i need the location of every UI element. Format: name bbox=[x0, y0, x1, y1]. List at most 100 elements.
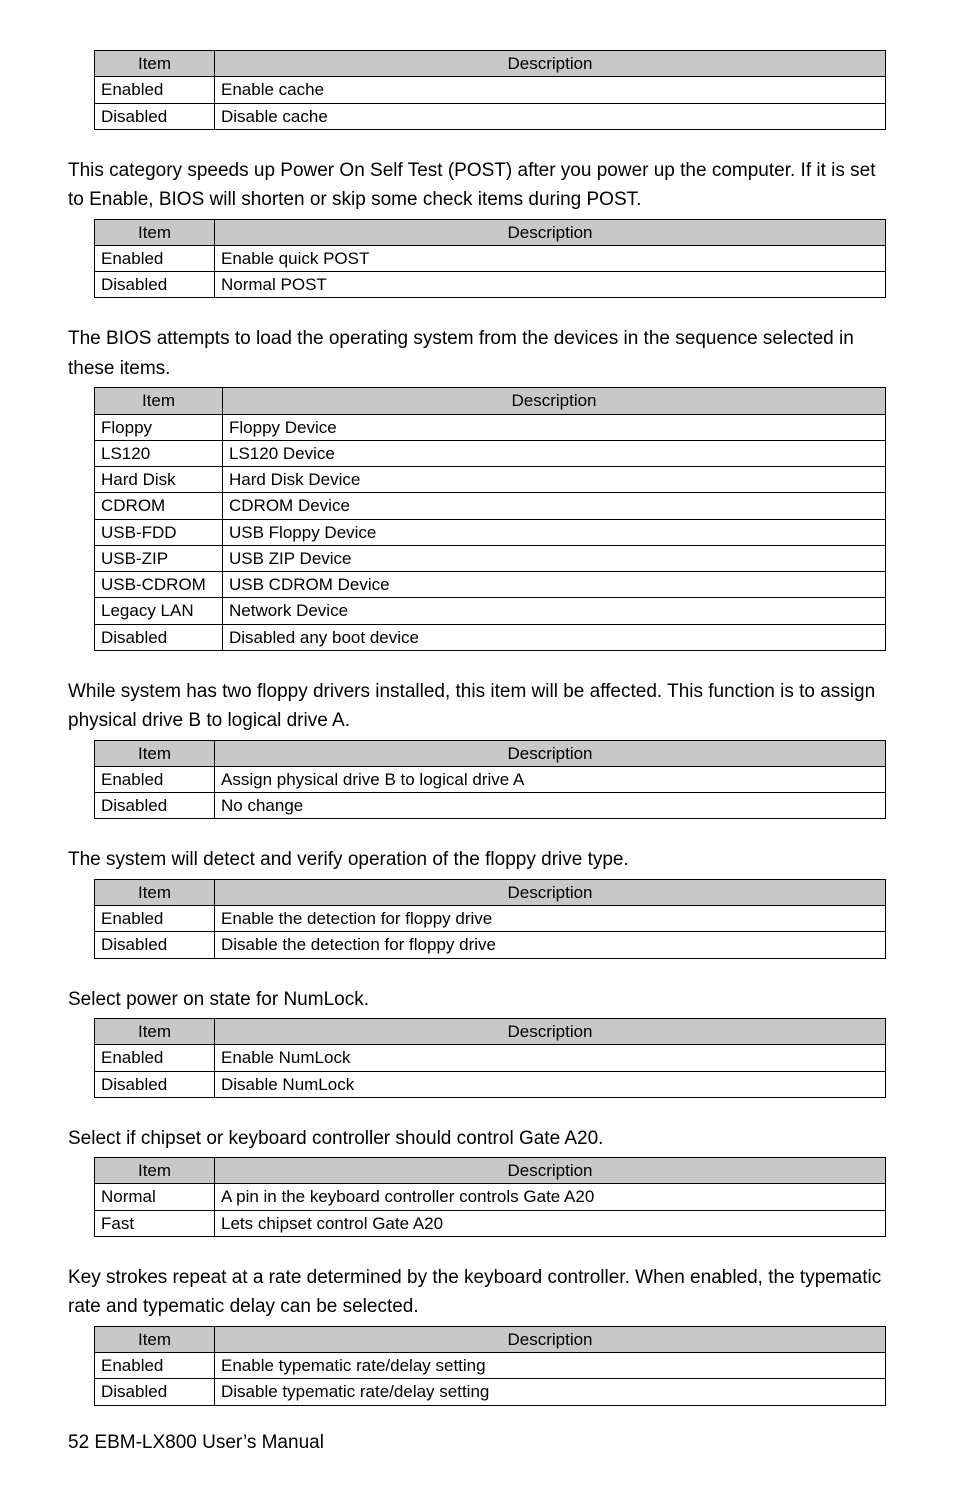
cell-description: Normal POST bbox=[215, 272, 886, 298]
table-wrap: ItemDescriptionFloppyFloppy DeviceLS120L… bbox=[68, 387, 886, 651]
cell-item: USB-CDROM bbox=[95, 572, 223, 598]
col-header-item: Item bbox=[95, 1019, 215, 1045]
settings-table: ItemDescriptionEnabledEnable quick POSTD… bbox=[94, 219, 886, 299]
section-intro: This category speeds up Power On Self Te… bbox=[68, 156, 886, 215]
cell-description: Disable cache bbox=[215, 103, 886, 129]
cell-description: Floppy Device bbox=[223, 414, 886, 440]
cell-item: Enabled bbox=[95, 245, 215, 271]
cell-item: LS120 bbox=[95, 440, 223, 466]
table-row: EnabledEnable typematic rate/delay setti… bbox=[95, 1353, 886, 1379]
cell-description: Lets chipset control Gate A20 bbox=[215, 1210, 886, 1236]
table-row: EnabledAssign physical drive B to logica… bbox=[95, 766, 886, 792]
col-header-description: Description bbox=[215, 51, 886, 77]
cell-item: CDROM bbox=[95, 493, 223, 519]
cell-description: No change bbox=[215, 793, 886, 819]
cell-item: Disabled bbox=[95, 932, 215, 958]
col-header-item: Item bbox=[95, 219, 215, 245]
settings-table: ItemDescriptionEnabledEnable typematic r… bbox=[94, 1326, 886, 1406]
cell-item: Disabled bbox=[95, 272, 215, 298]
cell-item: Fast bbox=[95, 1210, 215, 1236]
cell-description: Hard Disk Device bbox=[223, 467, 886, 493]
cell-item: Legacy LAN bbox=[95, 598, 223, 624]
cell-description: Enable the detection for floppy drive bbox=[215, 906, 886, 932]
section-intro: Select power on state for NumLock. bbox=[68, 985, 886, 1014]
section-intro: Key strokes repeat at a rate determined … bbox=[68, 1263, 886, 1322]
table-row: EnabledEnable cache bbox=[95, 77, 886, 103]
cell-description: USB CDROM Device bbox=[223, 572, 886, 598]
cell-description: Assign physical drive B to logical drive… bbox=[215, 766, 886, 792]
settings-table: ItemDescriptionFloppyFloppy DeviceLS120L… bbox=[94, 387, 886, 651]
col-header-item: Item bbox=[95, 740, 215, 766]
cell-description: CDROM Device bbox=[223, 493, 886, 519]
cell-item: Disabled bbox=[95, 624, 223, 650]
cell-description: Disable the detection for floppy drive bbox=[215, 932, 886, 958]
col-header-description: Description bbox=[215, 879, 886, 905]
table-row: EnabledEnable quick POST bbox=[95, 245, 886, 271]
cell-description: Disabled any boot device bbox=[223, 624, 886, 650]
cell-description: USB Floppy Device bbox=[223, 519, 886, 545]
col-header-description: Description bbox=[215, 219, 886, 245]
cell-description: A pin in the keyboard controller control… bbox=[215, 1184, 886, 1210]
table-row: Hard DiskHard Disk Device bbox=[95, 467, 886, 493]
cell-item: Enabled bbox=[95, 1353, 215, 1379]
table-row: DisabledNo change bbox=[95, 793, 886, 819]
table-row: LS120LS120 Device bbox=[95, 440, 886, 466]
table-row: DisabledDisable typematic rate/delay set… bbox=[95, 1379, 886, 1405]
settings-table: ItemDescriptionEnabledAssign physical dr… bbox=[94, 740, 886, 820]
settings-table: ItemDescriptionEnabledEnable NumLockDisa… bbox=[94, 1018, 886, 1098]
cell-item: USB-ZIP bbox=[95, 545, 223, 571]
table-row: NormalA pin in the keyboard controller c… bbox=[95, 1184, 886, 1210]
cell-item: Enabled bbox=[95, 906, 215, 932]
col-header-item: Item bbox=[95, 388, 223, 414]
page-footer: 52 EBM-LX800 User’s Manual bbox=[68, 1432, 886, 1454]
section-intro: While system has two floppy drivers inst… bbox=[68, 677, 886, 736]
table-row: CDROMCDROM Device bbox=[95, 493, 886, 519]
table-row: EnabledEnable NumLock bbox=[95, 1045, 886, 1071]
cell-item: Hard Disk bbox=[95, 467, 223, 493]
col-header-description: Description bbox=[215, 1019, 886, 1045]
cell-description: LS120 Device bbox=[223, 440, 886, 466]
col-header-item: Item bbox=[95, 1326, 215, 1352]
section-intro: The system will detect and verify operat… bbox=[68, 845, 886, 874]
cell-item: Disabled bbox=[95, 103, 215, 129]
cell-description: Enable cache bbox=[215, 77, 886, 103]
table-wrap: ItemDescriptionEnabledEnable NumLockDisa… bbox=[68, 1018, 886, 1098]
table-row: FloppyFloppy Device bbox=[95, 414, 886, 440]
table-row: USB-CDROMUSB CDROM Device bbox=[95, 572, 886, 598]
col-header-item: Item bbox=[95, 51, 215, 77]
table-wrap: ItemDescriptionEnabledAssign physical dr… bbox=[68, 740, 886, 820]
cell-item: Enabled bbox=[95, 1045, 215, 1071]
cell-item: Enabled bbox=[95, 77, 215, 103]
cell-description: Enable quick POST bbox=[215, 245, 886, 271]
table-wrap: ItemDescriptionNormalA pin in the keyboa… bbox=[68, 1157, 886, 1237]
col-header-description: Description bbox=[223, 388, 886, 414]
cell-description: Enable typematic rate/delay setting bbox=[215, 1353, 886, 1379]
cell-item: USB-FDD bbox=[95, 519, 223, 545]
table-wrap: ItemDescriptionEnabledEnable typematic r… bbox=[68, 1326, 886, 1406]
col-header-item: Item bbox=[95, 1158, 215, 1184]
table-row: EnabledEnable the detection for floppy d… bbox=[95, 906, 886, 932]
cell-item: Disabled bbox=[95, 793, 215, 819]
settings-table: ItemDescriptionEnabledEnable cacheDisabl… bbox=[94, 50, 886, 130]
table-wrap: ItemDescriptionEnabledEnable the detecti… bbox=[68, 879, 886, 959]
cell-description: Enable NumLock bbox=[215, 1045, 886, 1071]
document-body: ItemDescriptionEnabledEnable cacheDisabl… bbox=[68, 50, 886, 1406]
col-header-description: Description bbox=[215, 1326, 886, 1352]
table-row: Legacy LANNetwork Device bbox=[95, 598, 886, 624]
table-row: USB-ZIPUSB ZIP Device bbox=[95, 545, 886, 571]
table-row: USB-FDDUSB Floppy Device bbox=[95, 519, 886, 545]
table-wrap: ItemDescriptionEnabledEnable cacheDisabl… bbox=[68, 50, 886, 130]
cell-item: Disabled bbox=[95, 1379, 215, 1405]
col-header-description: Description bbox=[215, 1158, 886, 1184]
table-row: FastLets chipset control Gate A20 bbox=[95, 1210, 886, 1236]
cell-item: Floppy bbox=[95, 414, 223, 440]
table-row: DisabledDisable NumLock bbox=[95, 1071, 886, 1097]
cell-description: USB ZIP Device bbox=[223, 545, 886, 571]
cell-item: Enabled bbox=[95, 766, 215, 792]
table-row: DisabledDisabled any boot device bbox=[95, 624, 886, 650]
section-intro: The BIOS attempts to load the operating … bbox=[68, 324, 886, 383]
col-header-description: Description bbox=[215, 740, 886, 766]
settings-table: ItemDescriptionEnabledEnable the detecti… bbox=[94, 879, 886, 959]
table-wrap: ItemDescriptionEnabledEnable quick POSTD… bbox=[68, 219, 886, 299]
col-header-item: Item bbox=[95, 879, 215, 905]
